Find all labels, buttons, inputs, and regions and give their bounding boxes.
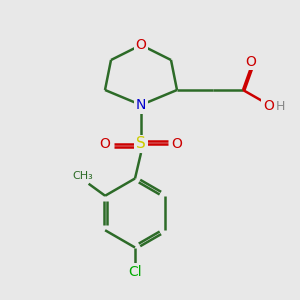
Text: CH₃: CH₃ xyxy=(72,171,93,181)
Text: N: N xyxy=(136,98,146,112)
Text: O: O xyxy=(263,100,274,113)
Text: S: S xyxy=(136,136,146,152)
Text: O: O xyxy=(136,38,146,52)
Text: O: O xyxy=(172,137,182,151)
Text: O: O xyxy=(100,137,110,151)
Text: Cl: Cl xyxy=(128,265,142,278)
Text: O: O xyxy=(245,55,256,68)
Text: H: H xyxy=(276,100,285,113)
